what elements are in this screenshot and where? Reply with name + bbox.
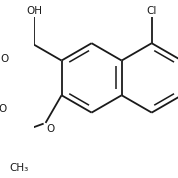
- Text: Cl: Cl: [146, 6, 157, 15]
- Text: O: O: [1, 54, 9, 64]
- Text: OH: OH: [27, 6, 43, 16]
- Text: CH₃: CH₃: [9, 163, 28, 173]
- Text: O: O: [46, 124, 54, 134]
- Text: O: O: [0, 104, 7, 114]
